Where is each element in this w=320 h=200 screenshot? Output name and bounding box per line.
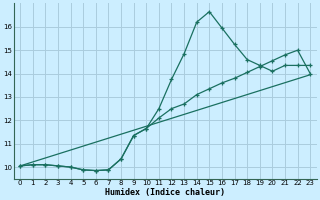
X-axis label: Humidex (Indice chaleur): Humidex (Indice chaleur) [105, 188, 225, 197]
